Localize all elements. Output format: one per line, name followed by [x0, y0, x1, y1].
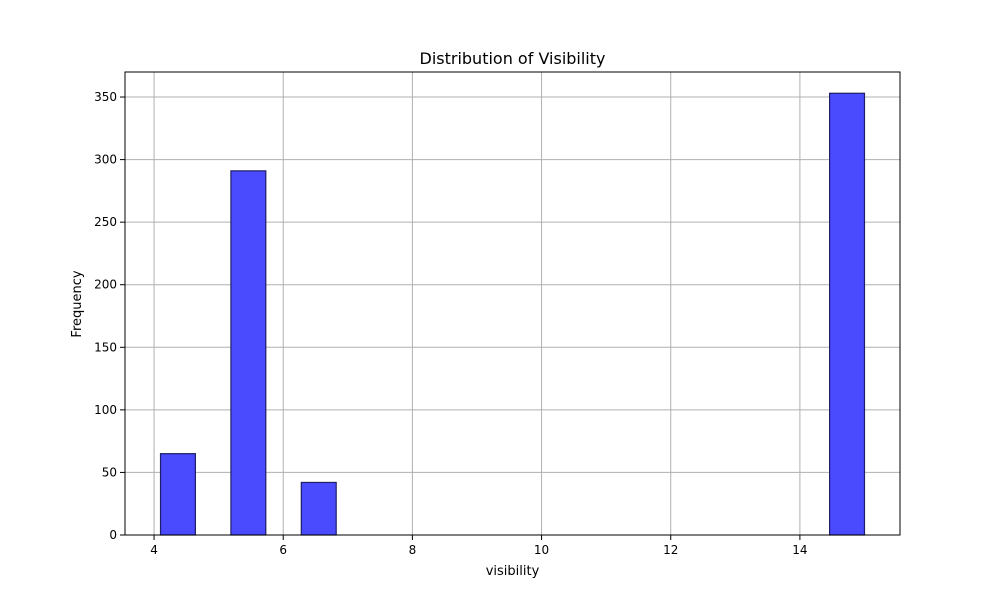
y-tick-label: 150 — [94, 340, 117, 354]
x-tick-label: 4 — [150, 543, 158, 557]
y-tick-label: 0 — [109, 528, 117, 542]
y-tick-label: 50 — [102, 465, 117, 479]
y-tick-label: 300 — [94, 153, 117, 167]
x-tick-label: 14 — [792, 543, 807, 557]
x-tick-label: 12 — [663, 543, 678, 557]
y-tick-label: 200 — [94, 278, 117, 292]
y-tick-label: 250 — [94, 215, 117, 229]
x-axis-label: visibility — [486, 564, 540, 579]
histogram-bar — [159, 453, 196, 536]
y-tick-label: 350 — [94, 90, 117, 104]
x-tick-label: 8 — [409, 543, 417, 557]
x-axis-ticks: 4 6 8 10 12 14 — [150, 535, 808, 557]
y-tick-label: 100 — [94, 403, 117, 417]
x-tick-label: 6 — [279, 543, 287, 557]
y-axis-label: Frequency — [70, 270, 85, 337]
chart-title: Distribution of Visibility — [420, 49, 606, 68]
histogram-bars — [159, 92, 866, 536]
histogram-bar — [829, 92, 866, 536]
y-axis-ticks: 0 50 100 150 200 250 300 350 — [94, 90, 125, 542]
histogram-bar — [230, 170, 267, 536]
histogram-bar — [300, 481, 337, 536]
plot-area-frame — [124, 71, 901, 536]
x-tick-label: 10 — [534, 543, 549, 557]
